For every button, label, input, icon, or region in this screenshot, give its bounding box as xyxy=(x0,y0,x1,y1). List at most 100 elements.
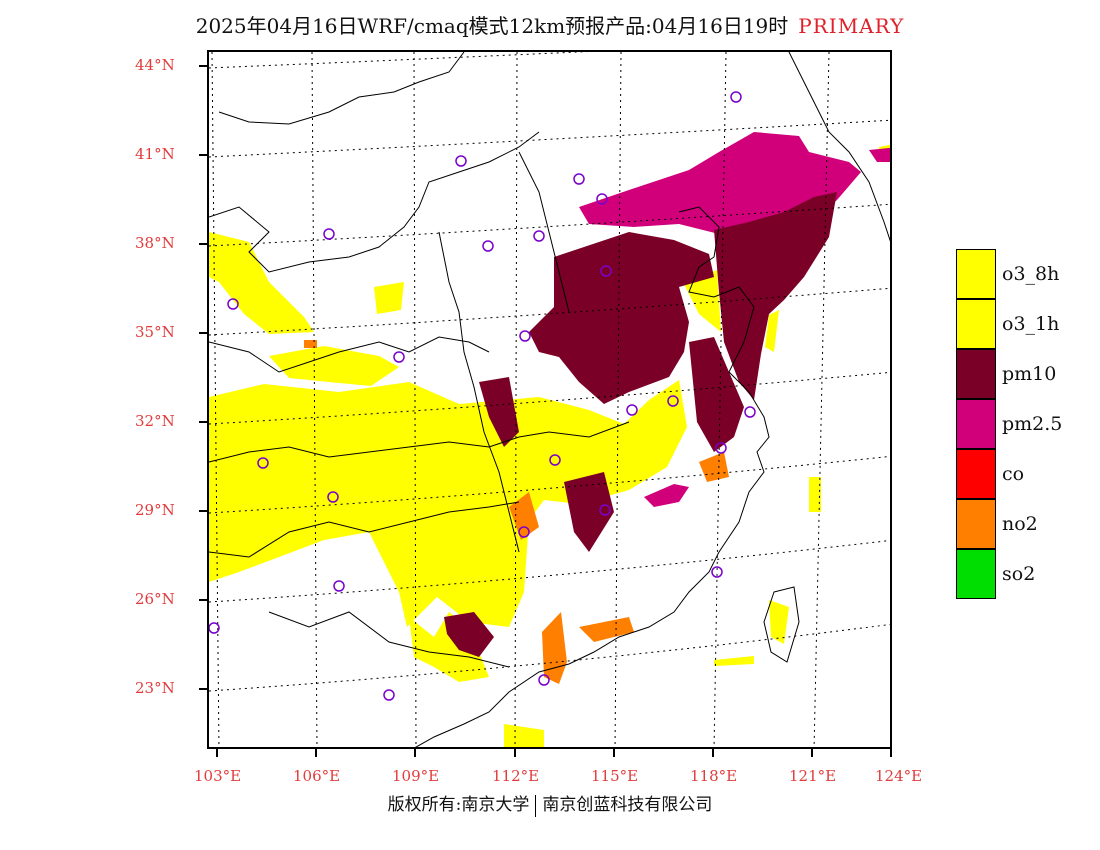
lon-label-103: 103°E xyxy=(194,767,242,785)
lon-label-121: 121°E xyxy=(789,767,837,785)
city-marker xyxy=(730,91,742,103)
copyright-footer: 版权所有:南京大学 南京创蓝科技有限公司 xyxy=(0,790,1100,817)
no2-region-patch xyxy=(304,340,317,348)
grid-lon-112 xyxy=(514,52,518,747)
grid-lat-38 xyxy=(209,203,890,247)
no2-regions xyxy=(304,340,729,684)
pm10-region-central xyxy=(529,232,714,404)
lat-label-44: 44°N xyxy=(135,56,175,74)
grid-lat-41 xyxy=(209,119,890,158)
province-line xyxy=(268,611,510,668)
lon-label-112: 112°E xyxy=(492,767,540,785)
o3-region-band xyxy=(269,346,399,386)
map-title-main: 2025年04月16日WRF/cmaq模式12km预报产品:04月16日19时 xyxy=(195,14,789,38)
legend-label-no2: no2 xyxy=(1002,513,1038,535)
o3-region-sea xyxy=(809,477,821,512)
province-line xyxy=(209,421,630,463)
legend-label-pm10: pm10 xyxy=(1002,363,1057,385)
city-marker xyxy=(626,404,638,416)
lon-tick xyxy=(514,749,516,757)
legend-label-so2: so2 xyxy=(1002,563,1036,585)
province-line xyxy=(209,501,520,558)
lat-tick xyxy=(199,332,207,334)
lon-tick xyxy=(811,749,813,757)
forecast-map xyxy=(207,50,892,749)
city-marker xyxy=(327,491,339,503)
lon-tick xyxy=(890,749,892,757)
city-marker xyxy=(227,298,239,310)
no2-region-coast xyxy=(579,617,634,642)
province-line xyxy=(438,231,520,553)
city-marker xyxy=(209,622,220,634)
o3-region-main xyxy=(209,380,687,627)
copyright-right: 南京创蓝科技有限公司 xyxy=(542,795,713,815)
boundary-lines xyxy=(209,52,890,747)
legend-label-o3-8h: o3_8h xyxy=(1002,263,1060,285)
grid-lon-103 xyxy=(211,52,220,747)
lat-label-41: 41°N xyxy=(135,145,175,163)
pm10-region-hunan xyxy=(564,472,614,552)
city-marker xyxy=(393,351,405,363)
no2-region-zhejiang xyxy=(699,452,729,482)
lon-label-115: 115°E xyxy=(591,767,639,785)
o3-region-coast xyxy=(765,310,779,352)
city-marker xyxy=(533,230,545,242)
city-marker xyxy=(744,406,756,418)
city-marker xyxy=(455,155,467,167)
grid-lon-121 xyxy=(813,52,830,747)
border-line xyxy=(788,52,890,242)
border-line xyxy=(209,131,540,273)
copyright-left: 版权所有:南京大学 xyxy=(387,795,530,815)
map-title: 2025年04月16日WRF/cmaq模式12km预报产品:04月16日19时 P… xyxy=(0,10,1100,39)
o3-region-west xyxy=(209,232,314,334)
grid-lon-106 xyxy=(311,52,318,747)
grid-lat-44 xyxy=(209,52,589,69)
city-marker xyxy=(667,395,679,407)
city-marker xyxy=(257,457,269,469)
city-marker xyxy=(711,566,723,578)
city-marker xyxy=(599,504,611,516)
grid-lat-26 xyxy=(209,539,890,603)
lat-label-29: 29°N xyxy=(135,501,175,519)
lat-label-26: 26°N xyxy=(135,590,175,608)
legend-label-co: co xyxy=(1002,463,1025,485)
grid-lat-23 xyxy=(209,624,890,692)
o3-region-taiwan xyxy=(769,600,789,644)
graticule xyxy=(209,52,890,747)
province-line xyxy=(518,151,570,313)
pm10-region-east xyxy=(689,337,744,452)
legend-swatch-o3-8h xyxy=(956,249,996,299)
no2-region-guangdong xyxy=(542,612,567,684)
lon-label-124: 124°E xyxy=(875,767,923,785)
city-marker xyxy=(333,580,345,592)
pm10-region-hubei xyxy=(479,377,519,447)
legend-swatch-pm10 xyxy=(956,349,996,399)
lat-label-38: 38°N xyxy=(135,234,175,252)
city-marker xyxy=(519,330,531,342)
city-marker xyxy=(596,193,608,205)
lon-tick xyxy=(216,749,218,757)
lon-tick xyxy=(414,749,416,757)
footer-separator xyxy=(535,794,537,817)
pm10-region-south xyxy=(444,612,494,657)
city-marker xyxy=(518,526,530,538)
o3-region-bottom xyxy=(504,724,544,747)
city-marker xyxy=(715,442,727,454)
legend-label-pm25: pm2.5 xyxy=(1002,413,1063,435)
lon-tick xyxy=(315,749,317,757)
province-line xyxy=(209,336,490,373)
pm25-region-south xyxy=(644,484,689,507)
map-title-tag: PRIMARY xyxy=(798,14,905,38)
lat-tick xyxy=(199,243,207,245)
o3-region-patch xyxy=(374,282,404,314)
legend-swatch-so2 xyxy=(956,549,996,599)
city-marker xyxy=(323,228,335,240)
grid-lon-118 xyxy=(713,52,727,747)
city-marker xyxy=(573,173,585,185)
city-marker xyxy=(600,265,612,277)
legend-swatch-o3-1h xyxy=(956,299,996,349)
lon-tick xyxy=(712,749,714,757)
lon-label-118: 118°E xyxy=(690,767,738,785)
grid-lon-109 xyxy=(413,52,417,747)
lat-label-35: 35°N xyxy=(135,323,175,341)
